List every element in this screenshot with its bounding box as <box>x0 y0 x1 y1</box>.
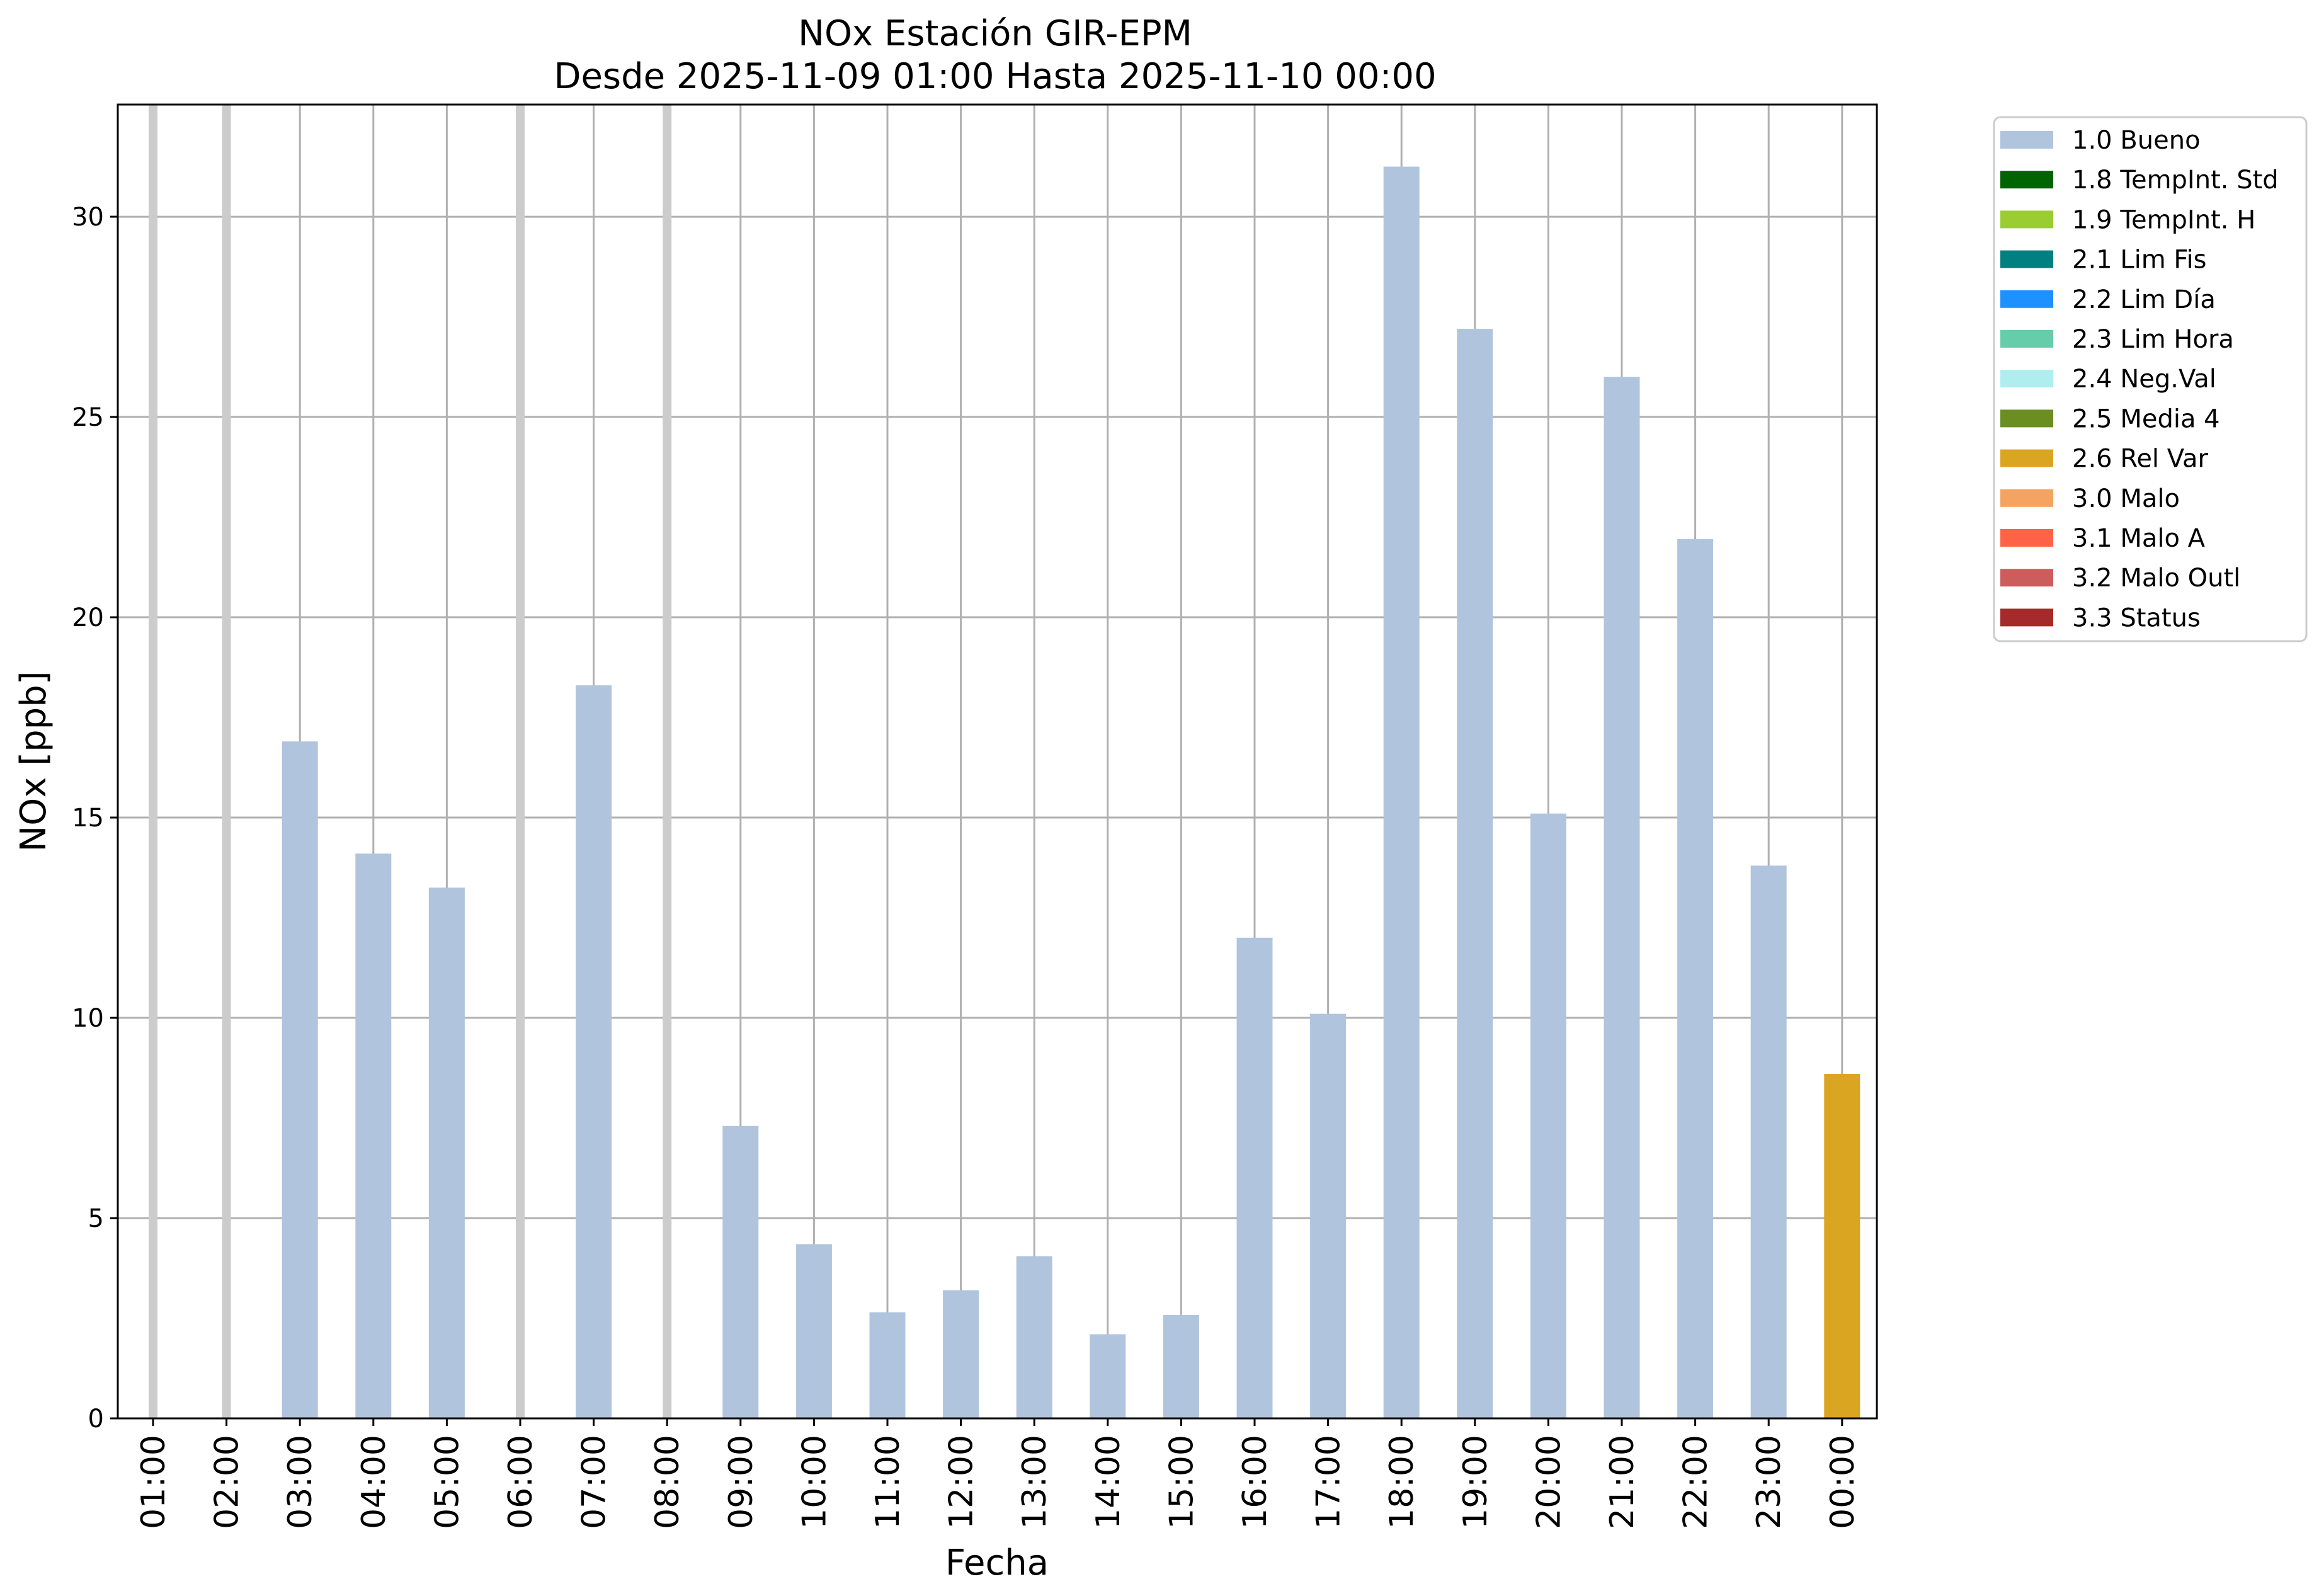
legend-label: 2.5 Media 4 <box>2072 404 2220 433</box>
legend-label: 3.0 Malo <box>2072 484 2180 513</box>
legend-swatch <box>2000 409 2053 428</box>
bar-0000 <box>1824 1074 1860 1418</box>
bar-1900 <box>1457 329 1493 1418</box>
missing-data-marker <box>663 105 672 1418</box>
y-tick-label: 0 <box>88 1405 104 1434</box>
y-axis-ticks: 0 5 10 15 20 25 30 <box>72 203 118 1434</box>
x-axis-label: Fecha <box>945 1542 1049 1583</box>
legend-swatch <box>2000 171 2053 189</box>
x-tick-label: 12:00 <box>943 1435 981 1529</box>
x-tick-label: 22:00 <box>1677 1435 1715 1529</box>
y-tick-label: 15 <box>72 804 104 833</box>
bar-1800 <box>1383 166 1420 1419</box>
x-tick-label: 20:00 <box>1530 1435 1568 1529</box>
legend-swatch <box>2000 489 2053 507</box>
chart-title: NOx Estación GIR-EPM <box>798 13 1192 54</box>
y-tick-label: 30 <box>72 203 104 232</box>
y-tick-label: 20 <box>72 603 104 632</box>
x-tick-label: 21:00 <box>1604 1435 1641 1529</box>
x-axis-ticks: 01:00 02:00 03:00 04:00 05:00 06:00 07:00 08:00… <box>135 1418 1862 1529</box>
legend-label: 3.1 Malo A <box>2072 524 2206 553</box>
legend-swatch <box>2000 330 2053 348</box>
x-tick-label: 07:00 <box>576 1435 613 1529</box>
bar-1100 <box>869 1312 906 1418</box>
y-tick-label: 25 <box>72 403 104 432</box>
legend-label: 1.8 TempInt. Std <box>2072 166 2279 195</box>
legend-swatch <box>2000 529 2053 547</box>
legend-swatch <box>2000 370 2053 388</box>
bar-2200 <box>1677 539 1714 1419</box>
missing-data-marker <box>222 105 231 1418</box>
bar-2300 <box>1750 865 1787 1418</box>
bar-1300 <box>1016 1256 1052 1418</box>
x-tick-label: 05:00 <box>428 1435 466 1529</box>
x-tick-label: 03:00 <box>282 1435 319 1529</box>
legend-swatch <box>2000 210 2053 229</box>
y-tick-label: 10 <box>72 1004 104 1033</box>
x-tick-label: 16:00 <box>1236 1435 1274 1529</box>
x-tick-label: 14:00 <box>1090 1435 1127 1529</box>
legend-label: 2.3 Lim Hora <box>2072 325 2234 354</box>
bars <box>149 105 1860 1419</box>
bar-2100 <box>1604 377 1640 1419</box>
bar-1400 <box>1090 1334 1126 1418</box>
x-tick-label: 08:00 <box>649 1435 687 1529</box>
x-tick-label: 09:00 <box>722 1435 760 1529</box>
chart-subtitle: Desde 2025-11-09 01:00 Hasta 2025-11-10 … <box>554 56 1436 97</box>
bar-1500 <box>1163 1314 1199 1418</box>
missing-data-marker <box>149 105 157 1418</box>
x-tick-label: 02:00 <box>208 1435 246 1529</box>
legend-frame <box>1993 116 2308 642</box>
bar-0300 <box>282 741 318 1418</box>
x-tick-label: 13:00 <box>1016 1435 1054 1529</box>
bar-1600 <box>1236 937 1273 1418</box>
legend-swatch <box>2000 131 2053 149</box>
bar-0400 <box>355 853 392 1418</box>
legend-label: 2.2 Lim Día <box>2072 285 2216 314</box>
x-tick-label: 01:00 <box>135 1435 173 1529</box>
bar-0700 <box>576 685 612 1418</box>
x-tick-label: 17:00 <box>1310 1435 1348 1529</box>
bar-1000 <box>795 1244 832 1418</box>
bar-1700 <box>1310 1013 1347 1418</box>
legend-swatch <box>2000 449 2053 467</box>
legend-label: 2.6 Rel Var <box>2072 445 2209 474</box>
x-tick-label: 06:00 <box>502 1435 540 1529</box>
x-tick-label: 15:00 <box>1163 1435 1200 1529</box>
bar-0500 <box>428 887 465 1418</box>
x-tick-label: 00:00 <box>1824 1435 1862 1529</box>
legend: 1.0 Bueno 1.8 TempInt. Std 1.9 TempInt. H 2… <box>1993 116 2308 642</box>
legend-label: 1.9 TempInt. H <box>2072 205 2255 234</box>
y-tick-label: 5 <box>88 1204 104 1233</box>
legend-swatch <box>2000 608 2053 627</box>
x-tick-label: 11:00 <box>869 1435 907 1529</box>
legend-swatch <box>2000 569 2053 587</box>
legend-label: 3.2 Malo Outl <box>2072 564 2240 593</box>
legend-label: 2.1 Lim Fis <box>2072 246 2206 275</box>
legend-swatch <box>2000 290 2053 308</box>
x-tick-label: 18:00 <box>1383 1435 1421 1529</box>
bar-2000 <box>1530 813 1566 1418</box>
legend-label: 2.4 Neg.Val <box>2072 365 2216 394</box>
x-tick-label: 19:00 <box>1457 1435 1495 1529</box>
legend-label: 3.3 Status <box>2072 603 2201 632</box>
x-tick-label: 04:00 <box>355 1435 393 1529</box>
x-tick-label: 10:00 <box>795 1435 833 1529</box>
bar-1200 <box>943 1290 979 1418</box>
legend-label: 1.0 Bueno <box>2072 126 2201 155</box>
y-axis-label: NOx [ppb] <box>13 671 54 852</box>
bar-0900 <box>722 1126 759 1418</box>
plot-frame <box>117 103 1878 1420</box>
missing-data-marker <box>516 105 525 1418</box>
legend-swatch <box>2000 250 2053 268</box>
x-tick-label: 23:00 <box>1750 1435 1788 1529</box>
